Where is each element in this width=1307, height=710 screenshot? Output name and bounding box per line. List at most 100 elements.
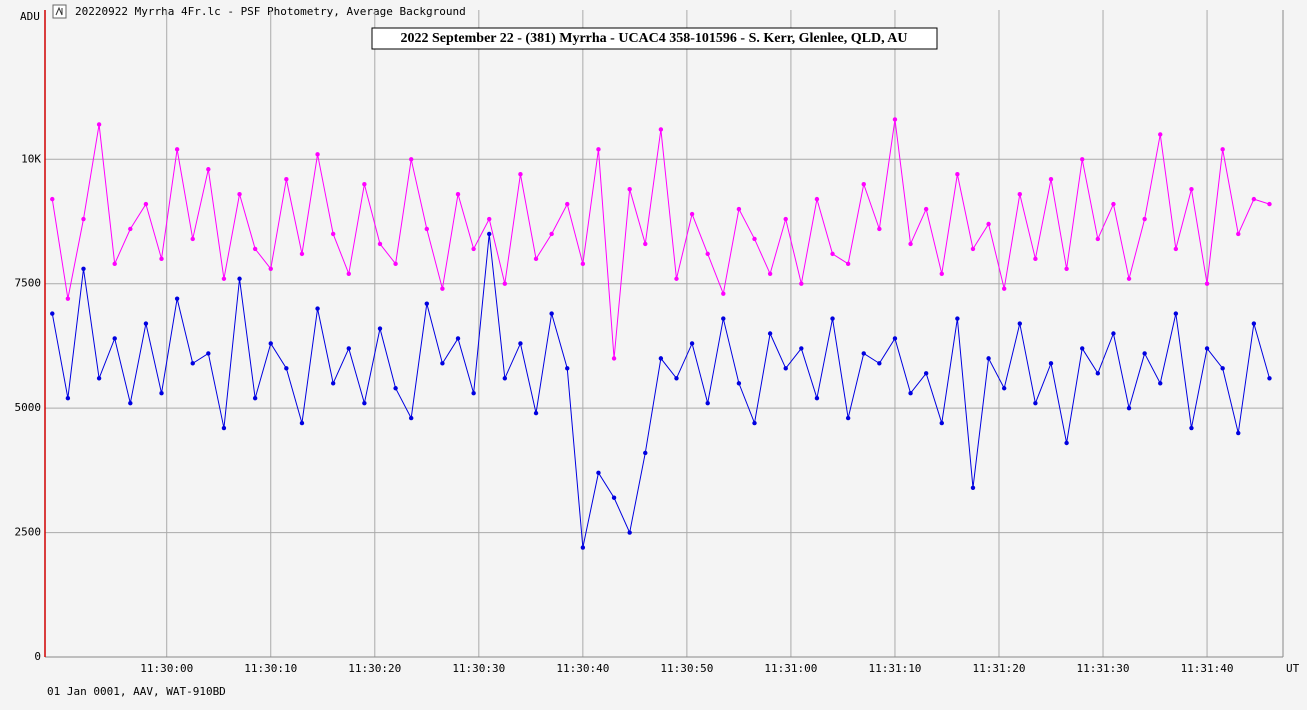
data-point bbox=[143, 321, 149, 326]
data-point bbox=[159, 256, 164, 262]
data-point bbox=[362, 400, 367, 406]
y-tick-label: 7500 bbox=[15, 277, 42, 290]
data-point bbox=[440, 286, 445, 291]
data-point bbox=[892, 117, 898, 122]
data-point bbox=[1142, 351, 1147, 356]
data-point bbox=[689, 341, 695, 346]
data-point bbox=[487, 231, 492, 237]
data-point bbox=[471, 246, 476, 252]
data-point bbox=[674, 376, 679, 381]
data-point bbox=[1017, 191, 1022, 197]
data-point bbox=[939, 420, 944, 426]
data-point bbox=[112, 336, 117, 341]
data-point bbox=[596, 147, 601, 152]
data-point bbox=[174, 147, 180, 152]
data-point bbox=[752, 420, 757, 426]
data-point bbox=[705, 400, 710, 406]
data-point bbox=[502, 376, 508, 381]
data-point bbox=[96, 122, 102, 127]
data-point bbox=[1095, 236, 1101, 242]
data-point bbox=[1017, 321, 1022, 326]
data-point bbox=[908, 241, 913, 247]
data-point bbox=[112, 261, 117, 267]
data-point bbox=[1080, 157, 1085, 162]
data-point bbox=[549, 311, 554, 316]
data-point bbox=[518, 341, 523, 346]
y-axis-label: ADU bbox=[20, 10, 40, 23]
x-tick-label: 11:31:40 bbox=[1181, 662, 1234, 675]
data-point bbox=[1142, 216, 1147, 222]
data-point bbox=[1173, 311, 1179, 316]
data-point bbox=[970, 246, 976, 252]
data-point bbox=[923, 371, 929, 376]
data-point bbox=[315, 306, 320, 311]
data-point bbox=[580, 261, 586, 267]
data-point bbox=[1189, 186, 1194, 192]
data-point bbox=[518, 172, 523, 177]
data-point bbox=[221, 276, 227, 281]
data-point bbox=[81, 216, 86, 222]
data-point bbox=[424, 226, 430, 232]
x-tick-label: 11:30:20 bbox=[348, 662, 401, 675]
data-point bbox=[1033, 400, 1038, 406]
data-point bbox=[1095, 371, 1101, 376]
data-point bbox=[1204, 346, 1210, 351]
data-point bbox=[892, 336, 898, 341]
x-tick-label: 11:31:20 bbox=[972, 662, 1025, 675]
data-point bbox=[362, 181, 367, 187]
data-point bbox=[1033, 256, 1038, 262]
data-point bbox=[658, 356, 664, 361]
data-point bbox=[877, 226, 882, 232]
app-icon bbox=[52, 4, 67, 19]
data-point bbox=[580, 545, 586, 550]
data-point bbox=[643, 241, 648, 247]
data-point bbox=[830, 316, 835, 321]
data-point bbox=[689, 211, 695, 217]
x-tick-label: 11:30:00 bbox=[140, 662, 193, 675]
data-point bbox=[268, 341, 273, 346]
data-point bbox=[861, 351, 866, 356]
data-point bbox=[1267, 376, 1272, 381]
data-point bbox=[206, 167, 211, 172]
data-point bbox=[502, 281, 508, 286]
data-point bbox=[221, 425, 227, 431]
data-point bbox=[1111, 331, 1116, 336]
data-point bbox=[1173, 246, 1179, 252]
data-point bbox=[799, 346, 804, 351]
data-point bbox=[65, 296, 71, 301]
data-point bbox=[549, 231, 554, 237]
data-point bbox=[923, 206, 929, 212]
y-tick-label: 0 bbox=[34, 650, 41, 663]
data-point bbox=[1001, 386, 1007, 391]
app-icon-glyph bbox=[55, 6, 63, 16]
data-point bbox=[939, 271, 944, 276]
data-point bbox=[1048, 361, 1054, 366]
data-point bbox=[65, 396, 71, 401]
data-point bbox=[783, 366, 788, 371]
y-tick-label: 2500 bbox=[15, 526, 42, 539]
data-point bbox=[1236, 430, 1241, 436]
x-axis-label: UT bbox=[1286, 662, 1300, 675]
data-point bbox=[1267, 201, 1272, 207]
chart-title: 2022 September 22 - (381) Myrrha - UCAC4… bbox=[400, 31, 907, 46]
plot bbox=[50, 117, 1272, 550]
data-point bbox=[315, 152, 320, 157]
data-point bbox=[643, 450, 648, 456]
y-tick-label: 5000 bbox=[15, 401, 42, 414]
data-point bbox=[611, 356, 617, 361]
data-point bbox=[1220, 147, 1225, 152]
data-point bbox=[1158, 132, 1163, 137]
data-point bbox=[845, 261, 851, 267]
data-point bbox=[908, 391, 913, 396]
data-point bbox=[252, 246, 258, 252]
data-point bbox=[455, 191, 461, 197]
data-point bbox=[284, 177, 289, 182]
data-point bbox=[674, 276, 679, 281]
data-point bbox=[346, 346, 351, 351]
data-point bbox=[845, 415, 851, 421]
data-point bbox=[721, 316, 726, 321]
data-point bbox=[736, 206, 742, 212]
data-point bbox=[986, 221, 991, 227]
